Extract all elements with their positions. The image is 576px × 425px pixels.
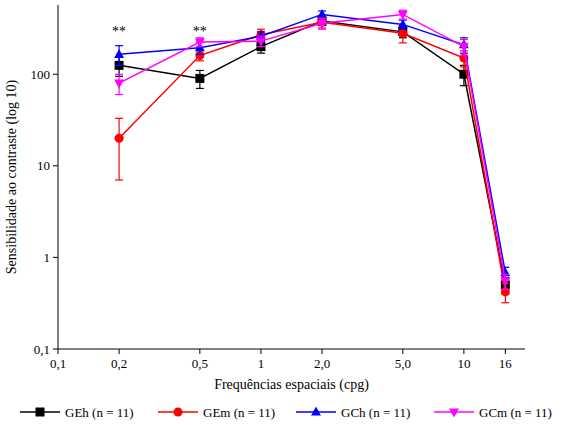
legend-label: GCm (n = 11) — [479, 405, 552, 420]
data-point — [115, 134, 124, 143]
y-tick-label: 1 — [44, 250, 51, 265]
data-point — [398, 11, 408, 20]
error-cap — [257, 53, 265, 54]
error-cap — [460, 37, 468, 38]
error-cap — [460, 39, 468, 40]
legend-marker — [36, 408, 45, 417]
data-point — [256, 37, 266, 46]
error-cap — [257, 29, 265, 30]
series-line — [119, 22, 505, 292]
error-cap — [460, 85, 468, 86]
error-bar — [318, 18, 326, 29]
y-tick — [53, 74, 58, 75]
x-tick — [119, 349, 120, 354]
plot-area — [114, 9, 510, 303]
y-tick-label: 0,1 — [34, 342, 50, 357]
error-cap — [115, 45, 123, 46]
x-tick-label: 2,0 — [314, 356, 330, 371]
y-axis — [58, 5, 59, 349]
data-point — [317, 9, 327, 18]
error-cap — [115, 179, 123, 180]
y-axis-label: Sensibilidade ao contraste (log 10) — [4, 79, 20, 274]
y-tick-label: 10 — [37, 158, 50, 173]
error-cap — [460, 55, 468, 56]
error-bar — [501, 275, 509, 290]
x-tick-label: 5,0 — [395, 356, 411, 371]
series-line — [119, 21, 505, 285]
x-tick-label: 16 — [499, 356, 513, 371]
chart-svg: 0,1 0,2 0,5 1 2,0 5,0 10 16 0,1 1 10 100 Frequências… — [0, 0, 576, 425]
data-point — [398, 29, 407, 38]
x-tick-label: 10 — [457, 356, 470, 371]
x-axis-label: Frequências espaciais (cpg) — [214, 377, 369, 393]
data-point — [500, 267, 510, 276]
error-bar — [115, 118, 123, 180]
error-bar — [196, 70, 204, 88]
legend-label: GEm (n = 11) — [203, 405, 275, 420]
error-cap — [501, 302, 509, 303]
x-tick-label: 1 — [258, 356, 265, 371]
x-tick-label: 0,2 — [111, 356, 127, 371]
error-cap — [399, 10, 407, 11]
error-cap — [196, 88, 204, 89]
y-tick — [53, 165, 58, 166]
series-line — [119, 14, 505, 281]
error-cap — [115, 118, 123, 119]
annotation: ** — [193, 24, 207, 39]
x-tick — [505, 349, 506, 354]
legend-label: GCh (n = 11) — [341, 405, 410, 420]
x-tick — [463, 349, 464, 354]
x-tick — [402, 349, 403, 354]
legend-marker — [174, 408, 183, 417]
error-cap — [257, 36, 265, 37]
error-stem — [118, 118, 119, 180]
error-bar — [257, 36, 265, 46]
error-cap — [501, 289, 509, 290]
legend: GEh (n = 11) GEm (n = 11) GCh (n = 11) GCm … — [20, 405, 552, 420]
error-cap — [115, 65, 123, 66]
error-cap — [399, 42, 407, 43]
error-bar — [399, 10, 407, 19]
x-tick — [199, 349, 200, 354]
y-tick — [53, 257, 58, 258]
x-axis — [58, 349, 525, 350]
x-tick — [58, 349, 59, 354]
data-point — [195, 38, 205, 47]
error-cap — [318, 18, 326, 19]
data-point — [317, 20, 327, 29]
data-point — [195, 74, 204, 83]
error-bar — [115, 74, 123, 94]
legend-marker — [311, 407, 321, 416]
error-cap — [196, 70, 204, 71]
x-tick-label: 0,1 — [50, 356, 66, 371]
error-bar — [115, 46, 123, 66]
data-point — [500, 278, 510, 287]
legend-marker — [449, 408, 459, 417]
error-cap — [115, 74, 123, 75]
x-tick — [322, 349, 323, 354]
error-bar — [460, 39, 468, 55]
error-cap — [318, 29, 326, 30]
error-cap — [196, 60, 204, 61]
error-cap — [318, 18, 326, 19]
error-cap — [501, 274, 509, 275]
x-tick — [260, 349, 261, 354]
data-point — [114, 80, 124, 89]
data-point — [459, 43, 469, 52]
x-tick-label: 0,5 — [192, 356, 208, 371]
y-tick-label: 100 — [31, 67, 51, 82]
data-point — [398, 19, 408, 28]
data-point — [501, 287, 510, 296]
data-point — [114, 49, 124, 58]
error-cap — [115, 94, 123, 95]
error-cap — [399, 29, 407, 30]
annotation: ** — [112, 24, 126, 39]
error-cap — [196, 54, 204, 55]
legend-label: GEh (n = 11) — [65, 405, 134, 420]
y-tick — [53, 349, 58, 350]
chart-container: 0,1 0,2 0,5 1 2,0 5,0 10 16 0,1 1 10 100 Frequências… — [0, 0, 576, 425]
